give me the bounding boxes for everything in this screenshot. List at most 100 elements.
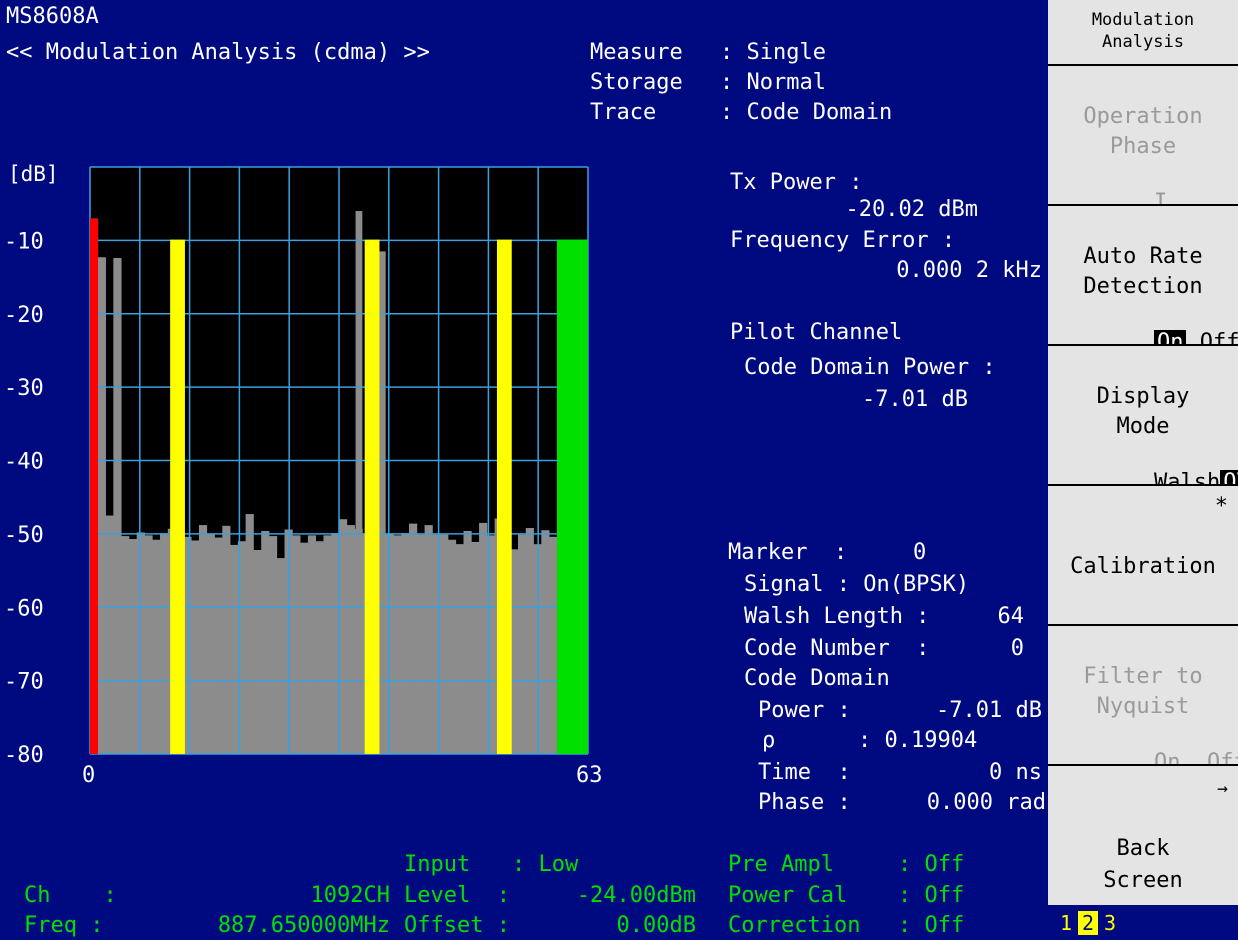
calibration-asterisk: * — [1214, 494, 1228, 519]
operation-phase-line2: Phase — [1109, 134, 1177, 159]
display-mode-option-walsh: Walsh — [1153, 470, 1221, 484]
code-bar-56 — [525, 528, 534, 754]
code-bar-50 — [479, 522, 488, 754]
code-bar-18 — [230, 544, 239, 754]
display-mode-line2: Mode — [1116, 414, 1170, 439]
screen-title: << Modulation Analysis (cdma) >> — [6, 40, 430, 65]
back-screen-line1: Back — [1116, 836, 1170, 861]
code-bar-15 — [206, 533, 215, 754]
code-bar-2 — [105, 515, 114, 754]
x-tick-label-end: 63 — [576, 763, 603, 788]
code-bar-9 — [160, 533, 169, 754]
phase-option-i: I — [1153, 190, 1168, 204]
code-bar-39 — [393, 535, 402, 754]
frequency-error-value: 0.000 2 kHz — [896, 258, 1042, 283]
operation-phase-softkey[interactable]: Operation Phase I Q — [1048, 66, 1238, 204]
marker-time-label: Time : — [758, 760, 851, 785]
marker-value: 0 — [913, 540, 927, 565]
code-bar-13 — [191, 540, 200, 754]
auto-rate-option-off: Off — [1199, 330, 1238, 344]
code-bar-46 — [447, 539, 457, 754]
code-bar-38 — [385, 533, 394, 754]
rho-value: : 0.19904 — [858, 728, 978, 753]
code-bar-45 — [440, 534, 449, 754]
marker-label: Marker : — [728, 540, 848, 565]
filter-line2: Nyquist — [1096, 694, 1190, 719]
code-domain-power-value: -7.01 dB — [862, 387, 968, 412]
y-tick-label: -30 — [4, 376, 44, 401]
input-label: Input — [404, 852, 471, 877]
code-bar-5 — [128, 539, 138, 754]
power-cal-label: Power Cal — [728, 883, 848, 908]
code-bar-20 — [245, 514, 254, 754]
code-bar-26 — [292, 535, 301, 754]
code-domain-label: Code Domain — [744, 666, 890, 691]
tall-code-bar-34 — [355, 211, 363, 754]
code-bar-44 — [432, 534, 441, 754]
measure-label: Measure — [590, 40, 683, 65]
power-cal-value: : Off — [898, 883, 965, 908]
menu-title-line1: Modulation — [1091, 10, 1195, 30]
filter-option-on: On — [1153, 750, 1181, 764]
main-display: MS8608A << Modulation Analysis (cdma) >>… — [0, 0, 1048, 940]
y-axis-unit-label: [dB] — [8, 162, 59, 186]
code-bar-23 — [268, 536, 278, 754]
marker-power-label: Power : — [758, 698, 851, 723]
auto-rate-option-on: On — [1153, 330, 1187, 344]
trace-label: Trace — [590, 100, 657, 125]
calibration-softkey[interactable]: * Calibration — [1048, 486, 1238, 624]
code-number-value: 0 — [1010, 636, 1024, 661]
code-bar-47 — [455, 544, 464, 754]
display-mode-line1: Display — [1096, 384, 1190, 409]
code-bar-48 — [463, 530, 472, 754]
auto-rate-line2: Detection — [1083, 274, 1203, 299]
code-bar-24 — [276, 558, 285, 754]
page-1-indicator[interactable]: 1 — [1059, 911, 1073, 935]
code-bar-41 — [409, 523, 418, 754]
code-bar-8 — [152, 539, 161, 754]
filter-to-nyquist-softkey[interactable]: Filter to Nyquist On Off — [1048, 626, 1238, 764]
marker-signal: Signal : On(BPSK) — [744, 572, 970, 597]
highlight-bar-1 — [170, 239, 185, 755]
code-bar-32 — [339, 519, 348, 754]
code-bar-58 — [541, 530, 550, 754]
input-value: : Low — [512, 852, 579, 877]
code-bar-7 — [144, 535, 153, 754]
pilot-channel-label: Pilot Channel — [730, 320, 903, 345]
code-bar-14 — [198, 525, 208, 754]
correction-label: Correction — [728, 913, 861, 938]
code-bar-40 — [401, 533, 410, 754]
code-bar-59 — [549, 536, 558, 754]
code-bar-3 — [113, 257, 122, 754]
filter-line1: Filter to — [1083, 664, 1203, 689]
correction-value: : Off — [898, 913, 965, 938]
storage-value: : Normal — [720, 70, 826, 95]
x-tick-label-start: 0 — [82, 763, 95, 788]
page-3-indicator[interactable]: 3 — [1103, 911, 1117, 935]
marker-phase-label: Phase : — [758, 790, 851, 815]
display-mode-softkey[interactable]: Display Mode WalshOVSF — [1048, 346, 1238, 484]
marker-power-value: -7.01 dB — [936, 698, 1042, 723]
code-number-label: Code Number : — [744, 636, 930, 661]
page-indicator: 1 2 3 — [1048, 905, 1238, 940]
code-bar-27 — [300, 542, 309, 754]
page-2-indicator[interactable]: 2 — [1078, 911, 1098, 935]
code-domain-power-label: Code Domain Power : — [744, 355, 996, 380]
code-bar-21 — [253, 550, 262, 754]
tx-power-label: Tx Power : — [730, 170, 863, 195]
code-domain-chart: [dB] -10 -20 -30 -40 -50 -60 -70 -80 0 63 — [4, 162, 603, 788]
code-bar-16 — [214, 537, 223, 754]
code-bar-31 — [331, 533, 340, 754]
code-bar-4 — [121, 536, 130, 754]
walsh-length-value: 64 — [997, 604, 1025, 629]
highlight-bar-2 — [364, 239, 380, 755]
offset-label: Offset : — [404, 913, 510, 938]
storage-label: Storage — [590, 70, 683, 95]
y-tick-label: -70 — [4, 670, 44, 695]
back-screen-softkey[interactable]: → Back Screen — [1048, 766, 1238, 905]
measure-value: : Single — [720, 40, 826, 65]
auto-rate-detection-softkey[interactable]: Auto Rate Detection On Off — [1048, 206, 1238, 344]
highlight-bar-0 — [90, 218, 98, 754]
marker-phase-value: 0.000 rad — [926, 790, 1046, 815]
